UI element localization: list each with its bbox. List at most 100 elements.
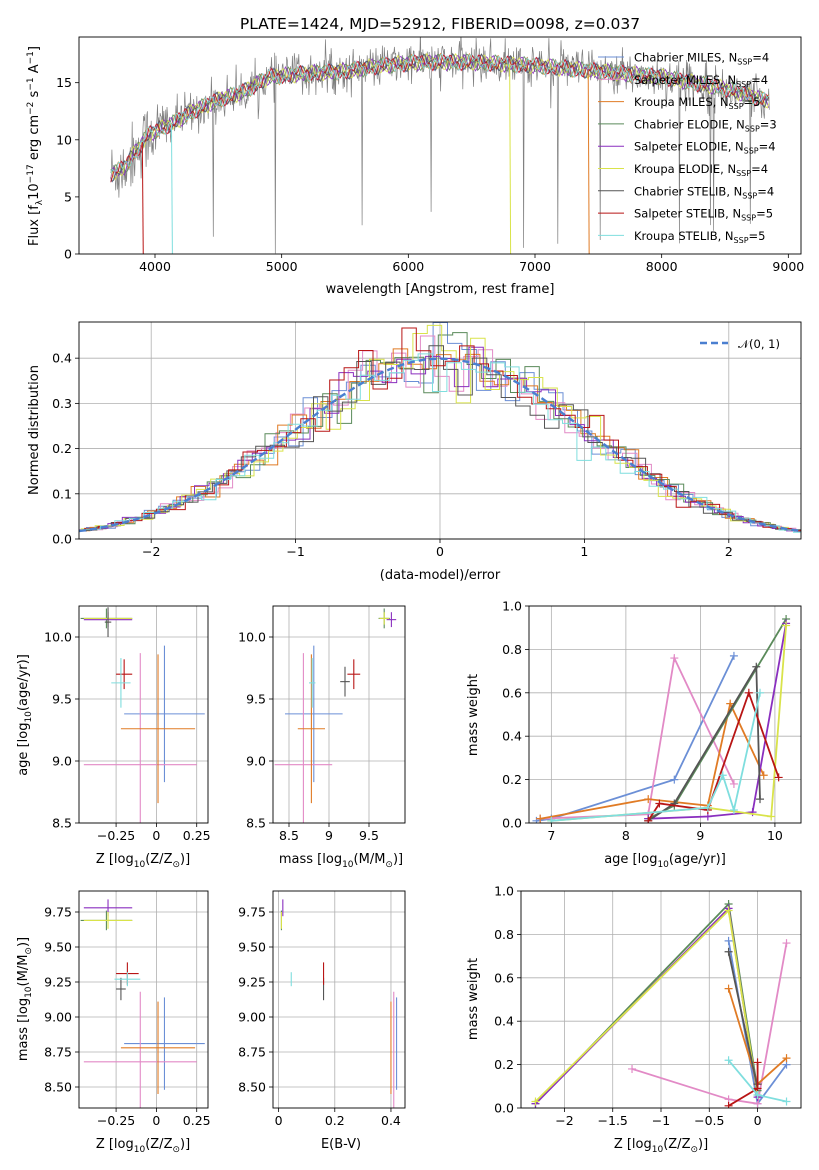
x-tick-label: 0.2 [325,1113,345,1128]
weight-point-marker [547,816,556,823]
x-axis-label: age [log10(age/yr)] [604,852,726,870]
x-tick-label: 0 [275,1113,283,1128]
y-tick-label: 8.50 [238,1080,266,1095]
plot-age-vs-Z: −0.25 0 0.25 8.5 9.0 9.5 10.0 Z [log10(Z/Z⊙)] ag… [16,605,211,870]
y-tick-label: 9.75 [238,905,266,920]
legend-label: Salpeter ELODIE, NSSP=4 [634,140,776,156]
x-axis-label: (data-model)/error [380,568,501,583]
weight-series-line [631,942,788,1105]
x-tick-label: 0.4 [381,1113,401,1128]
plot-area [531,900,791,1108]
y-tick-label: 0 [64,247,72,262]
plot-area [80,607,205,823]
weight-point-marker [744,688,753,697]
y-tick-label: 1.0 [494,884,514,899]
y-tick-label: 0.0 [494,1101,514,1116]
x-tick-label: 2 [725,544,733,559]
plot-area [274,608,397,823]
weight-point-marker [724,906,733,915]
legend-label: Salpeter STELIB, NSSP=5 [634,207,773,223]
weight-point-marker [718,771,727,780]
y-tick-label: 1.0 [502,599,522,614]
weight-point-marker [752,662,761,671]
plot-area [79,322,801,533]
weight-point-marker [644,816,653,823]
legend-label: Kroupa MILES, NSSP=5 [634,95,760,111]
x-tick-label: 0.25 [183,1113,211,1128]
x-tick-label: 0 [436,544,444,559]
x-tick-label: −2 [142,544,160,559]
x-tick-label: 6000 [392,259,424,274]
y-tick-label: 0.6 [502,685,522,700]
weight-point-marker [724,936,733,945]
weight-series-line [551,625,787,822]
normal-reference-curve [79,357,801,533]
y-tick-label: 9.00 [238,1010,266,1025]
x-tick-label: −1 [652,1113,670,1128]
masked-region-line [587,70,590,254]
x-tick-label: 10 [767,828,783,843]
weight-point-marker [670,654,679,663]
y-tick-label: 10.0 [44,630,72,645]
y-tick-label: 8.50 [44,1080,72,1095]
y-axis-label: mass [log10(M/M⊙)] [16,937,34,1061]
weight-series-line [536,655,735,822]
weight-point-marker [532,816,541,823]
x-axis-label: Z [log10(Z/Z⊙)] [96,852,190,870]
plot-area [110,37,770,254]
x-tick-label: 8000 [646,259,678,274]
legend-label: Chabrier STELIB, NSSP=4 [634,184,774,200]
y-tick-label: 8.75 [44,1045,72,1060]
y-tick-label: 9.50 [44,940,72,955]
weight-point-marker [536,814,545,823]
weight-point-marker [782,939,791,948]
weight-point-marker [644,795,653,804]
x-tick-label: 9 [696,828,704,843]
weight-series-line [648,623,787,820]
weight-point-marker [724,1056,733,1065]
weight-series-line [540,655,735,820]
y-tick-label: 0.0 [502,816,522,831]
x-tick-label: −0.25 [97,1113,135,1128]
legend-label: 𝒩(0, 1) [738,337,780,351]
y-tick-label: 10.0 [238,630,266,645]
axes-frame [528,605,802,824]
axes-frame [520,890,802,1109]
y-axis-label: Flux [fλ10−17 erg cm−2 s−1 A−1] [26,46,45,246]
weight-series-line [540,700,765,820]
y-tick-label: 9.75 [44,905,72,920]
y-axis-label: age [log10(age/yr)] [16,654,34,776]
weight-point-marker [782,621,791,630]
y-tick-label: 9.0 [246,754,266,769]
x-axis-label: Z [log10(Z/Z⊙)] [614,1137,708,1155]
x-tick-label: 1 [580,544,588,559]
plot-weight-vs-age: 7 8 9 10 0.0 0.2 0.4 0.6 0.8 1.0 age [log10(age/yr… [466,599,802,870]
plot-mass-vs-Z: −0.25 0 0.25 8.50 8.75 9.00 9.25 9.50 9.75 Z [log… [16,890,211,1155]
x-tick-label: 4000 [139,259,171,274]
weight-point-marker [724,947,733,956]
x-tick-label: 0 [152,1113,160,1128]
y-tick-label: 9.5 [246,692,266,707]
x-tick-label: −1 [286,544,304,559]
weight-point-marker [756,795,765,804]
axes-frame [78,605,209,824]
x-axis-label: mass [log10(M/M⊙)] [279,852,403,870]
x-tick-label: 9000 [772,259,804,274]
masked-region-line [170,123,173,254]
legend-label: Chabrier MILES, NSSP=4 [634,51,769,67]
weight-point-marker [655,799,664,808]
weight-point-marker [729,779,738,788]
y-tick-label: 0.2 [52,441,72,456]
axes-frame [272,605,406,824]
x-axis-label: wavelength [Angstrom, rest frame] [326,282,555,297]
legend-label: Kroupa ELODIE, NSSP=4 [634,162,768,178]
weight-point-marker [726,699,735,708]
y-axis-label: Normed distribution [27,365,42,495]
weight-point-marker [703,803,712,812]
weight-point-marker [729,651,738,660]
x-tick-label: −1.5 [598,1113,628,1128]
y-tick-label: 9.0 [52,754,72,769]
y-tick-label: 8.5 [52,816,72,831]
y-tick-label: 0.4 [52,351,72,366]
x-tick-label: 8 [622,828,630,843]
